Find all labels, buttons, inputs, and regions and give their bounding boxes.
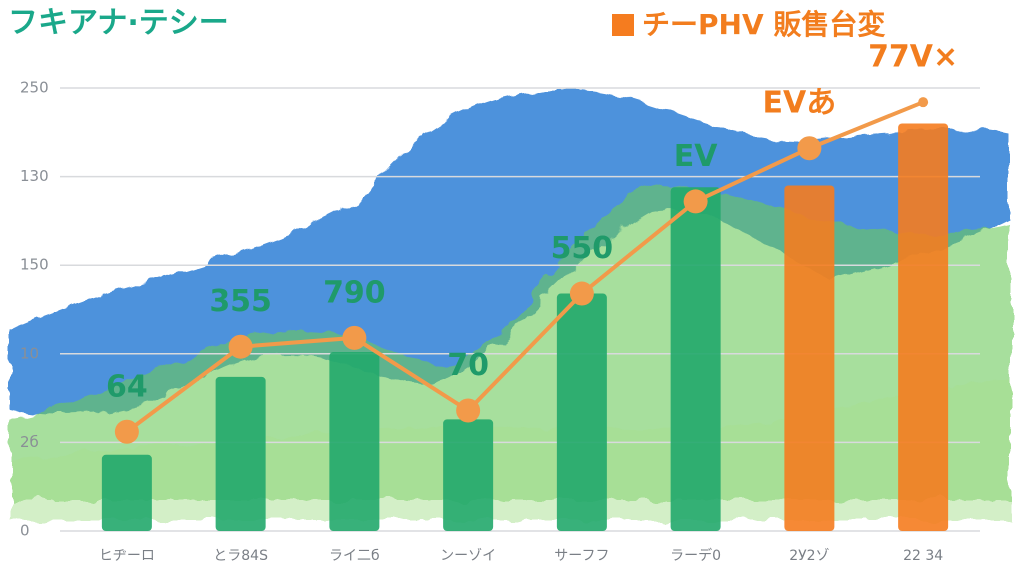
chart-title: フキアナ·テシー <box>8 6 229 41</box>
y-tick-label: 150 <box>20 256 49 274</box>
y-tick-label: 130 <box>20 167 49 185</box>
bar <box>443 419 494 531</box>
x-tick-label: 22 34 <box>903 548 943 564</box>
legend-label: チーPHV 販售台変 <box>642 8 885 41</box>
x-tick-label: ンーゾイ <box>440 548 496 564</box>
annotation: 77V× <box>868 40 958 75</box>
watercolor-background <box>10 88 1010 520</box>
x-tick-label: 2У2ゾ <box>789 548 829 564</box>
bar <box>215 376 266 531</box>
annotation: 355 <box>209 284 272 319</box>
y-tick-label: 0 <box>20 522 30 540</box>
x-tick-label: とラ84S <box>213 548 268 564</box>
annotation: 64 <box>106 369 148 404</box>
line-marker <box>683 189 708 214</box>
annotation: 550 <box>551 231 614 266</box>
x-tick-label: ヒヂーロ <box>99 548 155 564</box>
x-tick-label: ライ二б <box>329 548 380 564</box>
line-marker <box>456 398 481 423</box>
annotation: EV <box>674 139 718 174</box>
y-tick-label: 10 <box>20 344 39 362</box>
bar <box>898 123 949 531</box>
bar <box>101 454 152 531</box>
x-tick-label: ラーデ0 <box>670 547 721 564</box>
line-marker <box>114 419 139 444</box>
bar <box>784 185 835 531</box>
bar <box>556 293 607 531</box>
legend-swatch <box>612 14 634 36</box>
bar <box>329 352 380 531</box>
line <box>125 100 924 434</box>
line-marker <box>569 281 594 306</box>
annotation: EVあ <box>763 86 837 121</box>
line-marker <box>228 334 253 359</box>
annotation: 70 <box>447 348 489 383</box>
line-marker <box>342 325 367 350</box>
x-tick-label: サーフフ <box>554 548 609 564</box>
line-marker <box>918 97 929 108</box>
y-tick-label: 2б <box>20 433 39 451</box>
bar <box>670 187 721 531</box>
annotation: 790 <box>323 275 386 310</box>
y-tick-label: 250 <box>20 79 49 97</box>
line-marker <box>797 136 822 161</box>
